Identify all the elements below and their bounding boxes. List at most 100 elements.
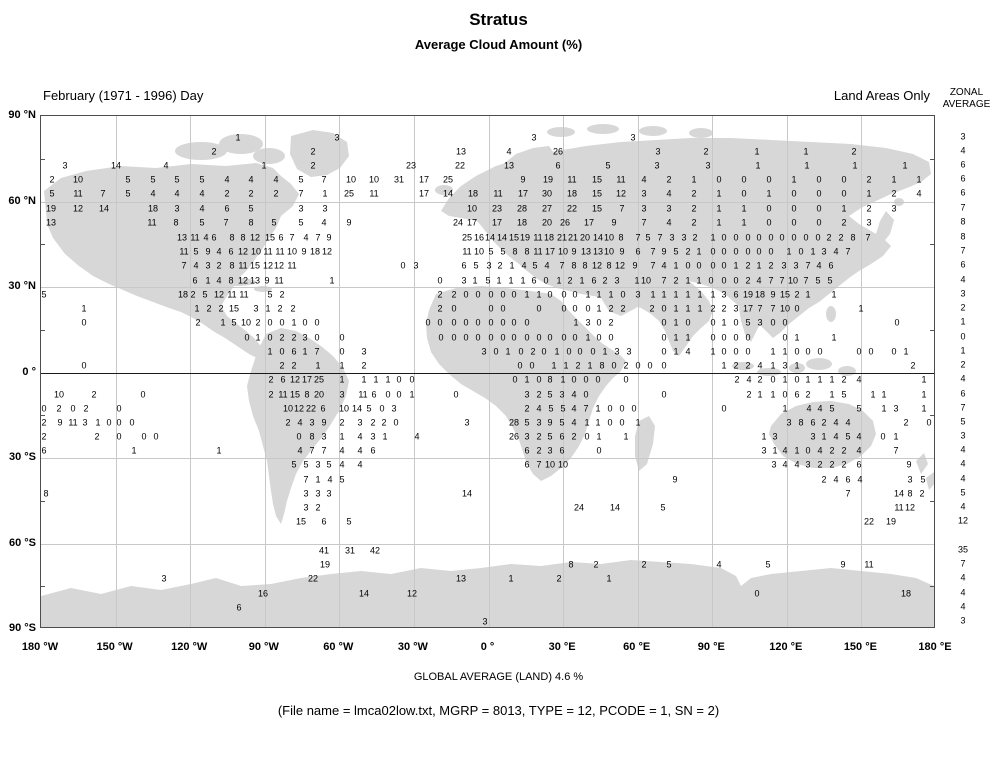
data-value: 1 [661, 289, 667, 300]
data-value: 2 [224, 188, 230, 199]
data-value: 4 [216, 275, 222, 286]
data-value: 1 [710, 289, 716, 300]
data-value: 2 [745, 360, 751, 371]
data-value: 0 [153, 431, 159, 442]
data-value: 14 [98, 203, 110, 214]
data-value: 3 [757, 317, 763, 328]
data-value: 11 [358, 389, 368, 400]
data-value: 0 [488, 303, 494, 314]
data-value: 11 [369, 188, 379, 199]
data-value: 0 [41, 403, 47, 414]
data-value: 0 [623, 374, 629, 385]
data-value: 22 [454, 160, 466, 171]
data-value: 1 [902, 160, 908, 171]
data-value: 3 [303, 488, 309, 499]
data-value: 1 [803, 146, 809, 157]
data-value: 4 [357, 431, 363, 442]
data-value: 17 [517, 188, 529, 199]
data-value: 27 [541, 203, 553, 214]
data-value: 0 [583, 374, 589, 385]
data-value: 26 [552, 146, 564, 157]
data-value: 2 [685, 246, 691, 257]
data-value: 20 [313, 389, 325, 400]
data-value: 2 [919, 488, 925, 499]
data-value: 0 [596, 317, 602, 328]
data-value: 0 [782, 317, 788, 328]
data-value: 14 [110, 160, 122, 171]
data-value: 2 [620, 303, 626, 314]
parallel-gridline [41, 543, 934, 545]
grid-layer [41, 116, 934, 627]
data-value: 15 [264, 232, 276, 243]
data-value: 8 [547, 374, 553, 385]
data-value: 11 [533, 232, 543, 243]
data-value: 13 [176, 232, 188, 243]
x-axis-tick-label: 60 °E [623, 641, 651, 653]
data-value: 0 [561, 289, 567, 300]
data-value: 3 [614, 346, 620, 357]
data-value: 11 [190, 232, 200, 243]
data-value: 0 [754, 588, 760, 599]
data-value: 7 [657, 232, 663, 243]
y-axis-tick-label: 30 °N [8, 280, 36, 292]
data-value: 3 [669, 232, 675, 243]
data-value: 6 [192, 275, 198, 286]
data-value: 8 [907, 488, 913, 499]
data-value: 1 [339, 431, 345, 442]
data-value: 3 [893, 403, 899, 414]
data-value: 3 [793, 260, 799, 271]
data-value: 0 [815, 232, 821, 243]
y-axis-tick-label: 0 ° [22, 365, 36, 378]
data-value: 4 [150, 188, 156, 199]
data-value: 19 [542, 174, 554, 185]
data-value: 2 [691, 188, 697, 199]
data-value: 0 [385, 389, 391, 400]
data-value: 2 [692, 232, 698, 243]
data-value: 1 [685, 332, 691, 343]
data-value: 0 [244, 332, 250, 343]
data-value: 0 [805, 346, 811, 357]
data-value: 5 [41, 289, 47, 300]
data-value: 6 [41, 445, 47, 456]
data-value: 9 [672, 474, 678, 485]
data-value: 1 [255, 332, 261, 343]
data-value: 3 [334, 132, 340, 143]
data-value: 11 [533, 246, 543, 257]
meridian-gridline [264, 116, 266, 627]
data-value: 7 [757, 303, 763, 314]
data-value: 1 [766, 188, 772, 199]
data-value: 20 [579, 232, 591, 243]
data-value: 7 [536, 459, 542, 470]
zonal-average-value: 7 [960, 245, 966, 256]
data-value: 1 [509, 260, 515, 271]
data-value: 5 [532, 260, 538, 271]
data-value: 3 [772, 431, 778, 442]
zonal-average-value: 7 [960, 558, 966, 569]
data-value: 15 [591, 174, 603, 185]
data-value: 7 [583, 403, 589, 414]
data-value: 5 [559, 417, 565, 428]
data-value: 1 [770, 389, 776, 400]
data-value: 10 [72, 174, 84, 185]
data-value: 0 [745, 332, 751, 343]
data-value: 1 [716, 188, 722, 199]
data-value: 10 [282, 403, 294, 414]
data-value: 1 [322, 188, 328, 199]
data-value: 10 [640, 275, 652, 286]
data-value: 4 [321, 217, 327, 228]
data-value: 19 [45, 203, 57, 214]
data-value: 2 [691, 217, 697, 228]
data-value: 0 [745, 246, 751, 257]
y-axis-tick-label: 60 °S [8, 536, 36, 549]
data-value: 15 [779, 289, 791, 300]
data-value: 4 [297, 417, 303, 428]
data-value: 1 [721, 317, 727, 328]
data-value: 0 [733, 346, 739, 357]
data-value: 6 [856, 459, 862, 470]
data-value: 21 [567, 232, 579, 243]
data-value: 4 [756, 275, 762, 286]
data-value: 12 [406, 588, 418, 599]
data-value: 0 [710, 260, 716, 271]
data-value: 0 [81, 317, 87, 328]
data-value: 2 [745, 275, 751, 286]
